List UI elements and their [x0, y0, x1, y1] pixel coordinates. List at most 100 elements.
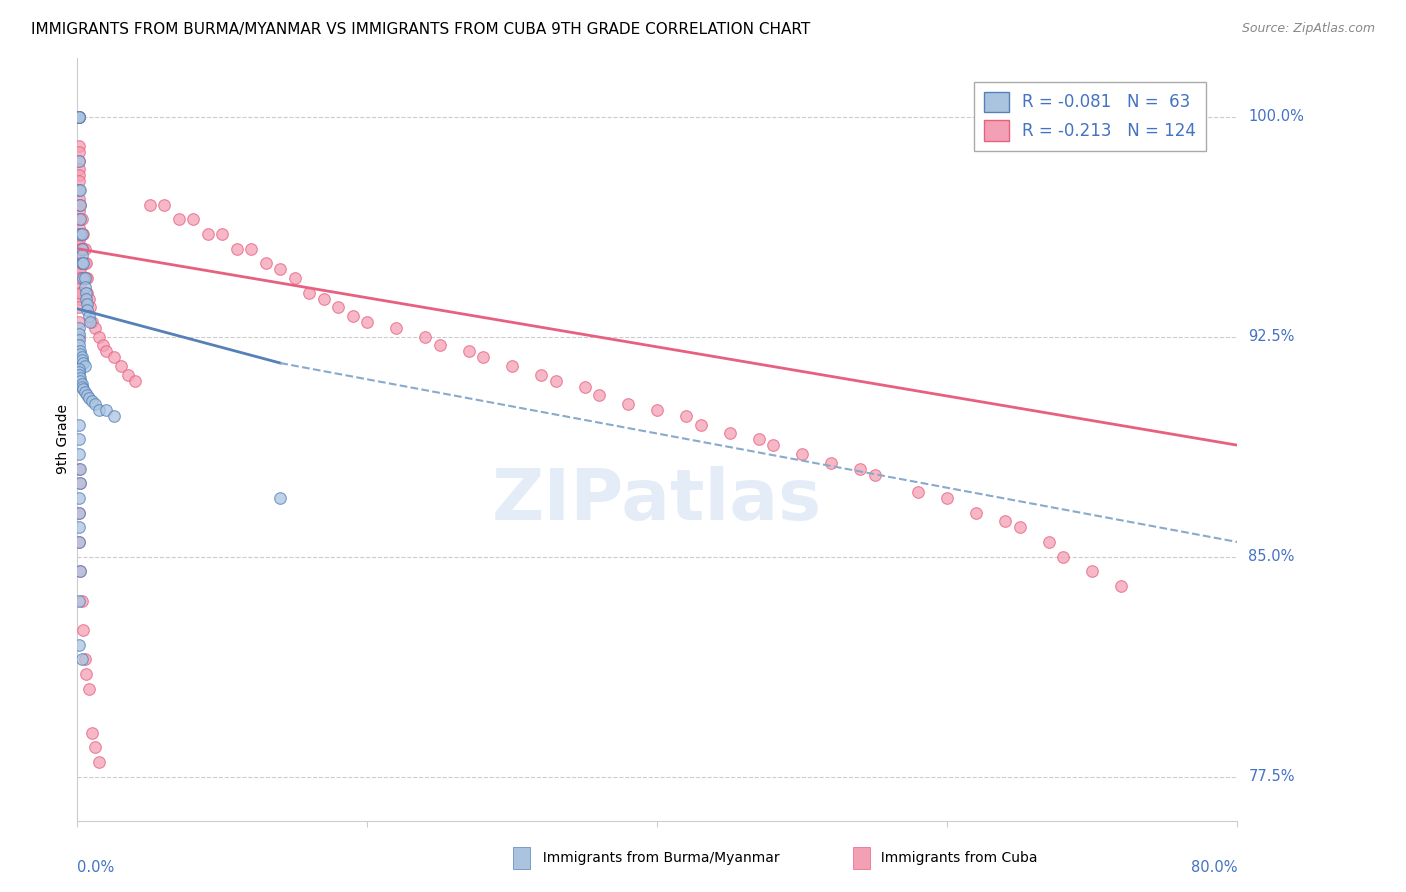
- Point: [67, 169, 90, 183]
- Point: [73, 271, 96, 285]
- Point: [83, 321, 105, 335]
- Point: [1008, 520, 1031, 534]
- Text: Immigrants from Cuba: Immigrants from Cuba: [872, 851, 1038, 865]
- Point: [69, 227, 91, 241]
- Point: [67, 197, 90, 211]
- Point: [70, 242, 93, 256]
- Point: [67, 174, 90, 188]
- Point: [67, 110, 90, 124]
- Text: 92.5%: 92.5%: [1249, 329, 1295, 344]
- Point: [79, 301, 101, 315]
- Point: [69, 279, 91, 293]
- Point: [67, 244, 90, 259]
- Point: [588, 388, 610, 402]
- Point: [77, 391, 100, 405]
- Point: [67, 256, 90, 270]
- Point: [80, 394, 103, 409]
- Point: [67, 183, 90, 197]
- Point: [67, 251, 90, 265]
- Point: [70, 212, 93, 227]
- Point: [69, 344, 91, 359]
- Point: [67, 638, 90, 652]
- Point: [67, 183, 90, 197]
- Point: [67, 368, 90, 382]
- Point: [67, 432, 90, 446]
- Point: [748, 432, 770, 446]
- Point: [792, 447, 814, 461]
- Point: [429, 338, 451, 352]
- Text: 80.0%: 80.0%: [1191, 860, 1237, 874]
- Point: [110, 359, 132, 373]
- Point: [72, 383, 94, 397]
- Point: [67, 221, 90, 235]
- Point: [762, 438, 785, 452]
- Point: [225, 242, 247, 256]
- Point: [67, 333, 90, 347]
- Point: [183, 212, 205, 227]
- Point: [67, 329, 90, 343]
- Point: [73, 242, 96, 256]
- Point: [67, 301, 90, 315]
- Point: [70, 652, 93, 666]
- Point: [69, 183, 91, 197]
- Point: [994, 515, 1017, 529]
- Point: [67, 145, 90, 159]
- Point: [167, 212, 190, 227]
- Point: [1111, 579, 1133, 593]
- Point: [73, 271, 96, 285]
- Point: [76, 285, 98, 300]
- Point: [75, 271, 97, 285]
- Point: [69, 476, 91, 491]
- Point: [67, 110, 90, 124]
- Point: [67, 535, 90, 549]
- Point: [87, 755, 110, 769]
- Text: Immigrants from Burma/Myanmar: Immigrants from Burma/Myanmar: [534, 851, 780, 865]
- Point: [72, 271, 94, 285]
- Point: [103, 409, 125, 423]
- Point: [96, 403, 118, 417]
- Point: [67, 162, 90, 177]
- Point: [67, 153, 90, 168]
- Point: [820, 456, 842, 470]
- Point: [124, 374, 146, 388]
- Point: [530, 368, 553, 382]
- Point: [67, 535, 90, 549]
- Point: [457, 344, 479, 359]
- Point: [80, 315, 103, 329]
- Point: [70, 285, 93, 300]
- Point: [254, 256, 277, 270]
- Point: [83, 740, 105, 755]
- Point: [72, 242, 94, 256]
- Legend: R = -0.081   N =  63, R = -0.213   N = 124: R = -0.081 N = 63, R = -0.213 N = 124: [973, 81, 1206, 151]
- Point: [67, 238, 90, 252]
- Point: [73, 279, 96, 293]
- Point: [73, 652, 96, 666]
- Point: [284, 271, 307, 285]
- Point: [67, 212, 90, 227]
- Point: [501, 359, 523, 373]
- Text: 100.0%: 100.0%: [1249, 109, 1305, 124]
- Point: [342, 309, 364, 323]
- Point: [69, 285, 91, 300]
- Point: [73, 359, 96, 373]
- Point: [69, 271, 91, 285]
- Point: [67, 461, 90, 475]
- Point: [67, 365, 90, 379]
- Text: Source: ZipAtlas.com: Source: ZipAtlas.com: [1241, 22, 1375, 36]
- Point: [1038, 535, 1060, 549]
- Point: [69, 292, 91, 306]
- Point: [67, 110, 90, 124]
- Point: [69, 197, 91, 211]
- Point: [197, 227, 219, 241]
- Point: [863, 467, 886, 482]
- Point: [72, 356, 94, 370]
- Point: [67, 326, 90, 341]
- Point: [69, 285, 91, 300]
- Point: [849, 461, 872, 475]
- Point: [76, 271, 98, 285]
- Point: [67, 262, 90, 277]
- Point: [93, 338, 115, 352]
- Point: [269, 262, 291, 277]
- Point: [70, 376, 93, 391]
- Point: [69, 262, 91, 277]
